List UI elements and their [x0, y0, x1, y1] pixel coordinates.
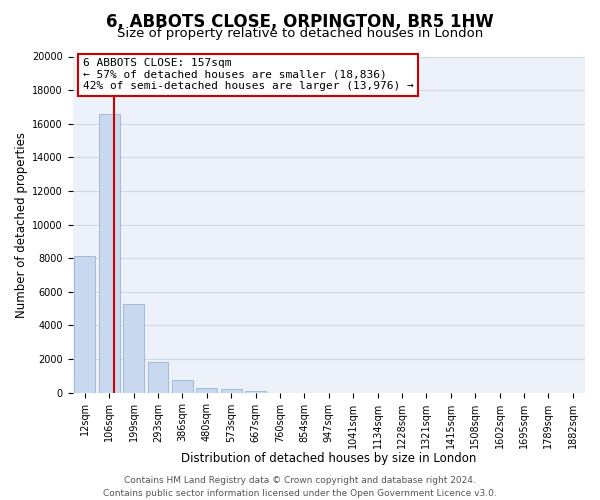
Text: Contains HM Land Registry data © Crown copyright and database right 2024.
Contai: Contains HM Land Registry data © Crown c… [103, 476, 497, 498]
Text: Size of property relative to detached houses in London: Size of property relative to detached ho… [117, 28, 483, 40]
Bar [99, 114, 119, 392]
Bar [148, 362, 169, 392]
Text: 6 ABBOTS CLOSE: 157sqm
← 57% of detached houses are smaller (18,836)
42% of semi: 6 ABBOTS CLOSE: 157sqm ← 57% of detached… [83, 58, 413, 92]
Y-axis label: Number of detached properties: Number of detached properties [15, 132, 28, 318]
Bar [172, 380, 193, 392]
Bar [74, 256, 95, 392]
Text: 6, ABBOTS CLOSE, ORPINGTON, BR5 1HW: 6, ABBOTS CLOSE, ORPINGTON, BR5 1HW [106, 12, 494, 30]
Bar [123, 304, 144, 392]
Bar [196, 388, 217, 392]
Bar [245, 391, 266, 392]
Bar [221, 389, 242, 392]
X-axis label: Distribution of detached houses by size in London: Distribution of detached houses by size … [181, 452, 476, 465]
